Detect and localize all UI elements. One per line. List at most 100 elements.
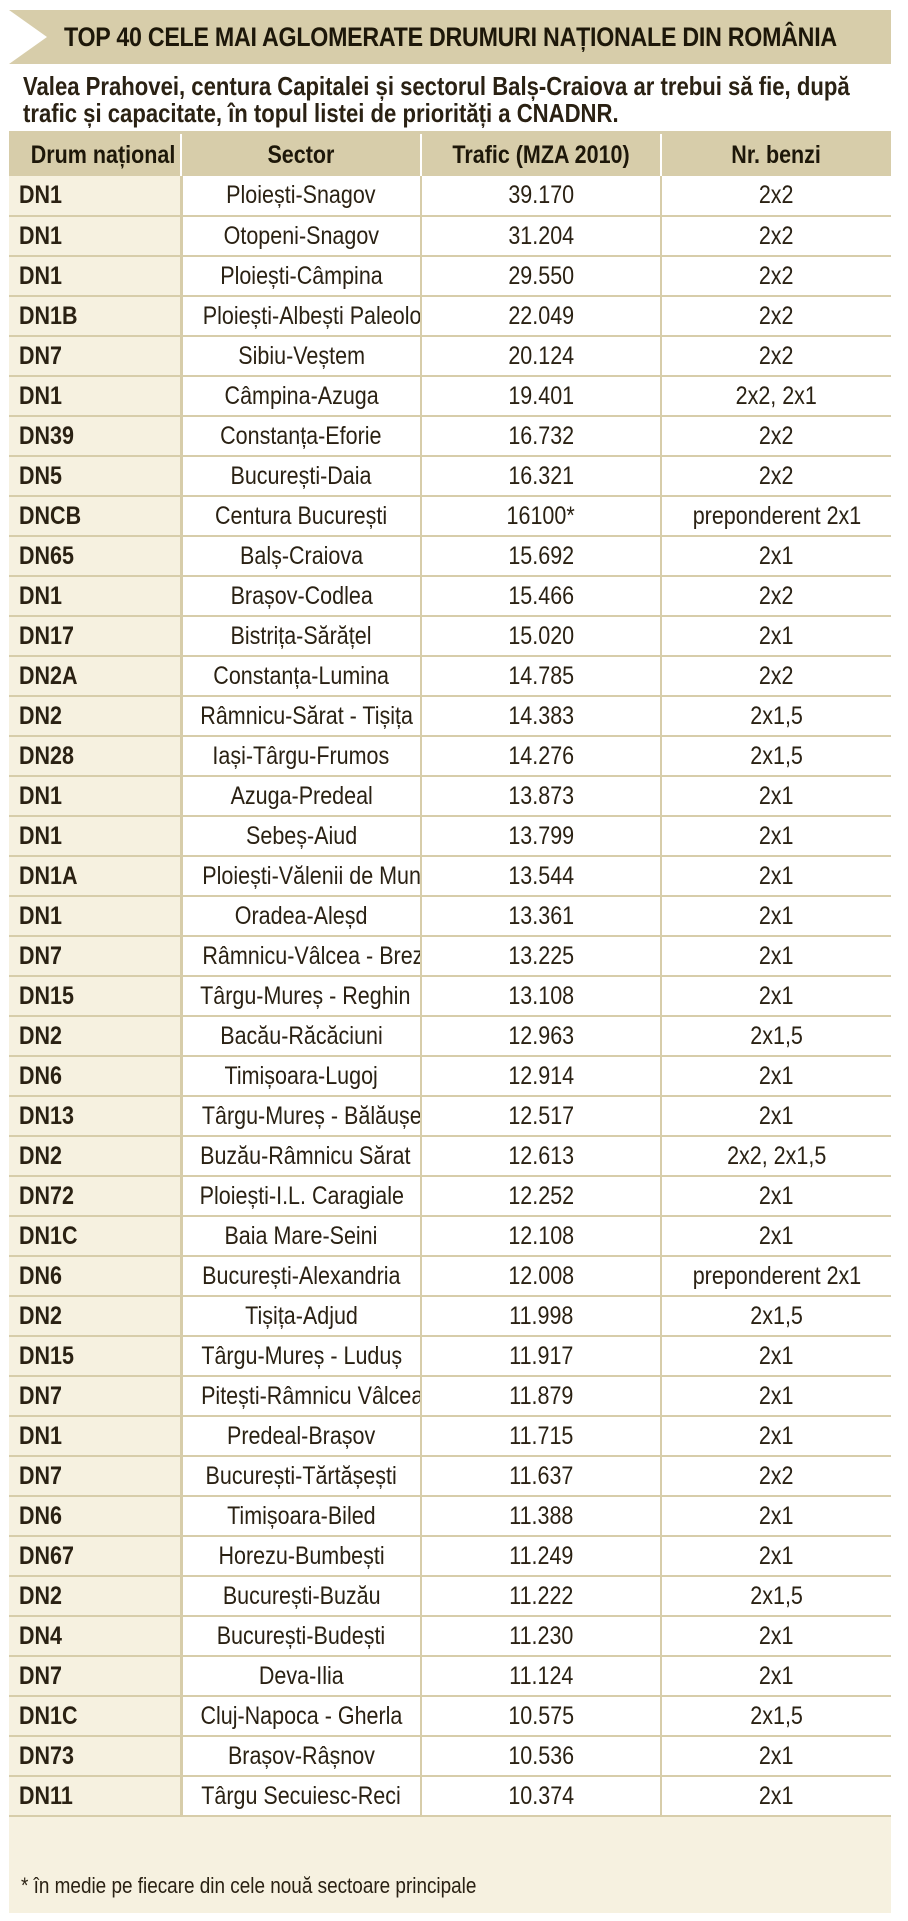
intro-box: Valea Prahovei, centura Capitalei și sec… [9,64,891,134]
sector-cell: Timișoara-Lugoj [181,1056,422,1097]
table-body: DN1 Ploiești-Snagov 39.170 2x2 DN1 Otopeni-Sn… [9,176,891,1817]
table-row: DN73 Brașov-Râșnov 10.536 2x1 [9,1736,891,1777]
traffic-cell: 22.049 [421,296,662,337]
lanes-cell: 2x1 [661,1776,891,1817]
traffic-cell: 31.204 [421,216,662,257]
sector-cell: Azuga-Predeal [181,776,422,817]
traffic-cell: 19.401 [421,376,662,417]
sector-cell: Deva-Ilia [181,1656,422,1697]
sector-cell: București-Budești [181,1616,422,1657]
traffic-cell: 29.550 [421,256,662,297]
table-row: DN15 Târgu-Mureș - Reghin 13.108 2x1 [9,976,891,1017]
title-arrow-icon [9,10,47,64]
road-cell: DN5 [9,456,183,497]
road-cell: DN73 [9,1736,183,1777]
sector-cell: Pitești-Râmnicu Vâlcea [181,1376,422,1417]
traffic-cell: 15.020 [421,616,662,657]
road-cell: DN7 [9,1456,183,1497]
traffic-cell: 12.914 [421,1056,662,1097]
road-cell: DN1 [9,816,183,857]
table-row: DN4 București-Budești 11.230 2x1 [9,1616,891,1657]
table-row: DN1A Ploiești-Vălenii de Munte 13.544 2x1 [9,856,891,897]
road-cell: DN2 [9,1136,183,1177]
traffic-cell: 11.222 [421,1576,662,1617]
road-cell: DN2 [9,1016,183,1057]
table-row: DN2 București-Buzău 11.222 2x1,5 [9,1576,891,1617]
traffic-cell: 16.321 [421,456,662,497]
table-row: DN65 Balș-Craiova 15.692 2x1 [9,536,891,577]
lanes-cell: 2x1 [661,1336,891,1377]
column-header-road: Drum național [9,134,182,176]
sector-cell: Ploiești-Snagov [181,176,422,217]
sector-cell: Ploiești-I.L. Caragiale [181,1176,422,1217]
table-row: DN7 Râmnicu-Vâlcea - Brezoi 13.225 2x1 [9,936,891,977]
table-row: DN1C Baia Mare-Seini 12.108 2x1 [9,1216,891,1257]
road-cell: DN7 [9,1656,183,1697]
sector-cell: Sibiu-Veștem [181,336,422,377]
table-row: DN15 Târgu-Mureș - Luduș 11.917 2x1 [9,1336,891,1377]
table-header-row: Drum național Sector Trafic (MZA 2010) N… [9,134,891,176]
road-cell: DN1 [9,376,183,417]
traffic-cell: 11.637 [421,1456,662,1497]
lanes-cell: 2x1 [661,1376,891,1417]
traffic-cell: 13.799 [421,816,662,857]
table-row: DN1 Oradea-Aleșd 13.361 2x1 [9,896,891,937]
traffic-cell: 10.374 [421,1776,662,1817]
traffic-cell: 14.276 [421,736,662,777]
sector-cell: Sebeș-Aiud [181,816,422,857]
table-row: DN1 Sebeș-Aiud 13.799 2x1 [9,816,891,857]
road-cell: DN1 [9,776,183,817]
lanes-cell: 2x2, 2x1,5 [661,1136,891,1177]
traffic-cell: 10.575 [421,1696,662,1737]
sector-cell: Bacău-Răcăciuni [181,1016,422,1057]
road-cell: DN1 [9,256,183,297]
table-row: DN2 Râmnicu-Sărat - Tișița 14.383 2x1,5 [9,696,891,737]
road-cell: DN1B [9,296,183,337]
table-row: DN1C Cluj-Napoca - Gherla 10.575 2x1,5 [9,1696,891,1737]
traffic-cell: 11.879 [421,1376,662,1417]
table-row: DN17 Bistrița-Sărățel 15.020 2x1 [9,616,891,657]
table-row: DN2 Tișița-Adjud 11.998 2x1,5 [9,1296,891,1337]
traffic-cell: 11.917 [421,1336,662,1377]
table-row: DN2 Buzău-Râmnicu Sărat 12.613 2x2, 2x1,5 [9,1136,891,1177]
road-cell: DN15 [9,1336,183,1377]
traffic-cell: 11.124 [421,1656,662,1697]
sector-cell: Târgu-Mureș - Reghin [181,976,422,1017]
traffic-cell: 15.692 [421,536,662,577]
table-row: DN1 Câmpina-Azuga 19.401 2x2, 2x1 [9,376,891,417]
road-cell: DN2 [9,1296,183,1337]
traffic-cell: 10.536 [421,1736,662,1777]
sector-cell: Târgu Secuiesc-Reci [181,1776,422,1817]
traffic-cell: 13.873 [421,776,662,817]
lanes-cell: preponderent 2x1 [661,496,891,537]
sector-cell: Oradea-Aleșd [181,896,422,937]
sector-cell: Tișița-Adjud [181,1296,422,1337]
road-cell: DN6 [9,1496,183,1537]
lanes-cell: 2x1 [661,976,891,1017]
roads-table: Drum național Sector Trafic (MZA 2010) N… [9,134,891,1817]
table-row: DNCB Centura București 16100* preponderent … [9,496,891,537]
infographic-table-panel: TOP 40 CELE MAI AGLOMERATE DRUMURI NAȚIO… [9,10,891,1913]
table-row: DN67 Horezu-Bumbești 11.249 2x1 [9,1536,891,1577]
table-row: DN1B Ploiești-Albești Paleologu 22.049 2x2 [9,296,891,337]
road-cell: DN7 [9,1376,183,1417]
road-cell: DN1 [9,176,183,217]
lanes-cell: 2x1,5 [661,1696,891,1737]
road-cell: DN67 [9,1536,183,1577]
lanes-cell: 2x1 [661,1056,891,1097]
sector-cell: Constanța-Lumina [181,656,422,697]
sector-cell: Râmnicu-Vâlcea - Brezoi [181,936,422,977]
road-cell: DN1 [9,576,183,617]
lanes-cell: 2x2 [661,456,891,497]
lanes-cell: 2x1,5 [661,1016,891,1057]
table-row: DN1 Ploiești-Snagov 39.170 2x2 [9,176,891,217]
table-row: DN72 Ploiești-I.L. Caragiale 12.252 2x1 [9,1176,891,1217]
traffic-cell: 12.517 [421,1096,662,1137]
sector-cell: Câmpina-Azuga [181,376,422,417]
lanes-cell: preponderent 2x1 [661,1256,891,1297]
road-cell: DN2 [9,1576,183,1617]
table-row: DN1 Azuga-Predeal 13.873 2x1 [9,776,891,817]
traffic-cell: 12.963 [421,1016,662,1057]
column-header-lanes: Nr. benzi [661,134,891,176]
road-cell: DN6 [9,1056,183,1097]
